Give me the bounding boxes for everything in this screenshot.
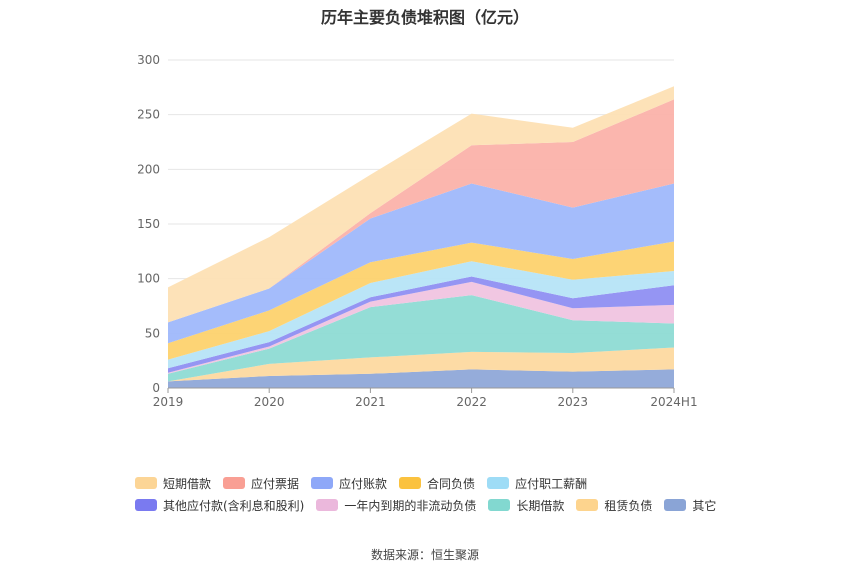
y-tick-label: 50 <box>145 326 160 340</box>
legend-label: 应付职工薪酬 <box>515 476 588 491</box>
legend-swatch <box>135 477 157 489</box>
legend-label: 应付票据 <box>251 476 300 491</box>
legend-item[interactable]: 长期借款 <box>488 497 564 514</box>
legend-swatch <box>576 499 599 511</box>
chart-legend: 短期借款 应付票据 应付账款 合同负债 应付职工薪酬 其他应付款(含利息和股利) 一年内到… <box>135 472 775 516</box>
area-series-7 <box>168 183 674 344</box>
area-series-4 <box>168 276 674 373</box>
y-tick-label: 0 <box>152 381 160 395</box>
legend-label: 应付账款 <box>339 476 388 491</box>
legend-item[interactable]: 应付职工薪酬 <box>487 475 587 492</box>
legend-item[interactable]: 应付票据 <box>223 475 299 492</box>
legend-item[interactable]: 租赁负债 <box>576 497 652 514</box>
legend-label: 其他应付款(含利息和股利) <box>163 498 305 513</box>
area-series-8 <box>168 99 674 323</box>
area-series-1 <box>168 347 674 382</box>
legend-item[interactable]: 应付账款 <box>311 475 387 492</box>
x-tick-label: 2020 <box>254 395 285 409</box>
area-series-9 <box>168 86 674 323</box>
legend-label: 一年内到期的非流动负债 <box>344 498 477 513</box>
y-tick-label: 150 <box>137 217 160 231</box>
area-series-5 <box>168 261 674 369</box>
legend-swatch <box>399 477 422 489</box>
legend-row-1: 短期借款 应付票据 应付账款 合同负债 应付职工薪酬 <box>135 472 775 494</box>
x-tick-label: 2023 <box>558 395 589 409</box>
legend-swatch <box>311 477 334 489</box>
legend-swatch <box>223 477 246 489</box>
legend-swatch <box>135 499 157 511</box>
y-tick-label: 250 <box>137 108 160 122</box>
x-tick-label: 2021 <box>355 395 386 409</box>
legend-row-2: 其他应付款(含利息和股利) 一年内到期的非流动负债 长期借款 租赁负债 其它 <box>135 494 775 516</box>
legend-label: 租赁负债 <box>604 498 653 513</box>
x-tick-label: 2024H1 <box>650 395 697 409</box>
area-series-6 <box>168 241 674 360</box>
legend-swatch <box>487 477 510 489</box>
legend-item[interactable]: 其他应付款(含利息和股利) <box>135 497 304 514</box>
area-series-3 <box>168 281 674 374</box>
y-tick-label: 200 <box>137 162 160 176</box>
legend-item[interactable]: 合同负债 <box>399 475 475 492</box>
x-tick-label: 2022 <box>456 395 487 409</box>
chart-title: 历年主要负债堆积图（亿元） <box>320 8 529 27</box>
y-tick-label: 100 <box>137 272 160 286</box>
legend-swatch <box>664 499 687 511</box>
area-series-2 <box>168 295 674 382</box>
y-tick-label: 300 <box>137 53 160 67</box>
legend-swatch <box>488 499 511 511</box>
data-source: 数据来源：恒生聚源 <box>370 548 479 562</box>
legend-label: 合同负债 <box>427 476 476 491</box>
legend-label: 其它 <box>692 498 717 513</box>
legend-item[interactable]: 短期借款 <box>135 475 211 492</box>
x-tick-label: 2019 <box>153 395 184 409</box>
area-series-0 <box>168 369 674 388</box>
legend-swatch <box>316 499 339 511</box>
legend-label: 长期借款 <box>516 498 565 513</box>
legend-label: 短期借款 <box>163 476 212 491</box>
legend-item[interactable]: 其它 <box>664 497 716 514</box>
legend-item[interactable]: 一年内到期的非流动负债 <box>316 497 476 514</box>
